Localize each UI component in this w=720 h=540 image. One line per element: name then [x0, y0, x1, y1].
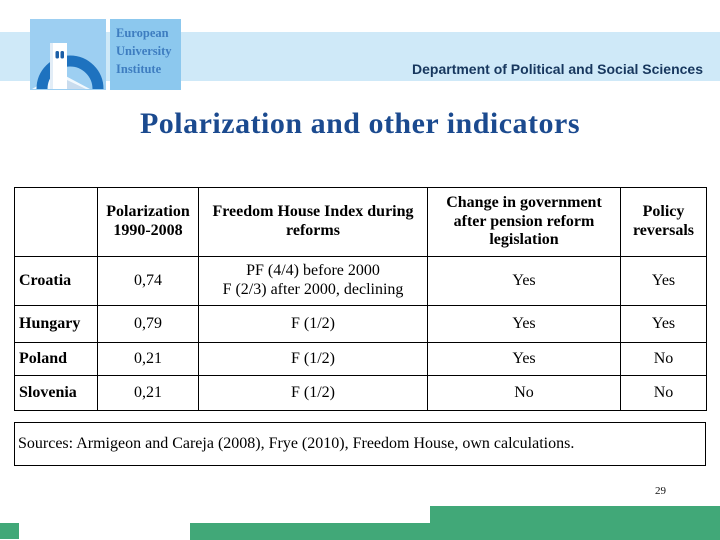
eui-logo: [30, 19, 106, 90]
table-row-croatia: Croatia 0,74 PF (4/4) before 2000 F (2/3…: [14, 256, 707, 306]
header-cell-gov-change: Change in government after pension refor…: [427, 187, 621, 257]
header-band: Department of Political and Social Scien…: [0, 32, 720, 81]
polarization-cell: 0,79: [97, 305, 199, 343]
table-header-row: Polarization 1990-2008 Freedom House Ind…: [14, 187, 707, 257]
gov-change-cell: Yes: [427, 305, 621, 343]
country-cell: Hungary: [14, 305, 98, 343]
department-title: Department of Political and Social Scien…: [412, 61, 703, 77]
freedom-house-cell: PF (4/4) before 2000 F (2/3) after 2000,…: [198, 256, 428, 306]
policy-reversals-cell: Yes: [620, 256, 707, 306]
gov-change-cell: Yes: [427, 342, 621, 376]
freedom-house-cell: F (1/2): [198, 342, 428, 376]
country-cell: Poland: [14, 342, 98, 376]
header-cell-polarization: Polarization 1990-2008: [97, 187, 199, 257]
logo-arch-icon: [30, 19, 106, 90]
polarization-cell: 0,74: [97, 256, 199, 306]
freedom-house-cell: F (1/2): [198, 305, 428, 343]
polarization-cell: 0,21: [97, 375, 199, 411]
gov-change-cell: Yes: [427, 256, 621, 306]
freedom-house-cell: F (1/2): [198, 375, 428, 411]
page-title: Polarization and other indicators: [139, 107, 581, 140]
table-row-slovenia: Slovenia 0,21 F (1/2) No No: [14, 375, 707, 411]
country-cell: Slovenia: [14, 375, 98, 411]
gov-change-cell: No: [427, 375, 621, 411]
logo-text: European University Institute: [110, 19, 181, 90]
sources-note: Sources: Armigeon and Careja (2008), Fry…: [14, 422, 706, 466]
indicators-table: Polarization 1990-2008 Freedom House Ind…: [14, 187, 707, 411]
policy-reversals-cell: No: [620, 342, 707, 376]
header-cell-freedom-house: Freedom House Index during reforms: [198, 187, 428, 257]
policy-reversals-cell: No: [620, 375, 707, 411]
country-cell: Croatia: [14, 256, 98, 306]
header-cell-empty: [14, 187, 98, 257]
table-row-hungary: Hungary 0,79 F (1/2) Yes Yes: [14, 305, 707, 343]
polarization-cell: 0,21: [97, 342, 199, 376]
page-number: 29: [655, 485, 666, 497]
footer-bar-right: [430, 506, 720, 540]
footer-bar-left-square: [0, 523, 19, 539]
table-row-poland: Poland 0,21 F (1/2) Yes No: [14, 342, 707, 376]
policy-reversals-cell: Yes: [620, 305, 707, 343]
header-cell-policy-reversals: Policy reversals: [620, 187, 707, 257]
